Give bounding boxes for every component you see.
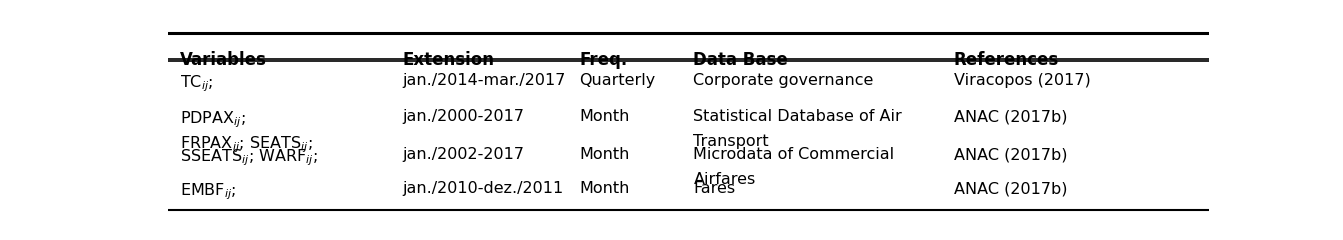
Text: Variables: Variables: [180, 51, 267, 69]
Text: Month: Month: [579, 109, 630, 124]
Text: Fares: Fares: [693, 181, 736, 196]
Text: TC$_{ij}$;: TC$_{ij}$;: [180, 73, 214, 94]
Text: Month: Month: [579, 147, 630, 162]
Text: Microdata of Commercial: Microdata of Commercial: [693, 147, 894, 162]
Text: Corporate governance: Corporate governance: [693, 73, 874, 88]
Text: EMBF$_{ij}$;: EMBF$_{ij}$;: [180, 181, 236, 202]
Text: Viracopos (2017): Viracopos (2017): [954, 73, 1091, 88]
Text: jan./2014-mar./2017: jan./2014-mar./2017: [402, 73, 565, 88]
Text: Extension: Extension: [402, 51, 494, 69]
Text: jan./2010-dez./2011: jan./2010-dez./2011: [402, 181, 563, 196]
Text: SSEATS$_{ij}$; WARF$_{ij}$;: SSEATS$_{ij}$; WARF$_{ij}$;: [180, 147, 318, 168]
Text: Month: Month: [579, 181, 630, 196]
Text: FRPAX$_{ij}$; SEATS$_{ij}$;: FRPAX$_{ij}$; SEATS$_{ij}$;: [180, 134, 313, 155]
Text: Transport: Transport: [693, 134, 770, 149]
Text: References: References: [954, 51, 1058, 69]
Text: ANAC (2017b): ANAC (2017b): [954, 147, 1068, 162]
Text: Freq.: Freq.: [579, 51, 627, 69]
Text: Airfares: Airfares: [693, 172, 756, 187]
Text: Data Base: Data Base: [693, 51, 788, 69]
Text: Quarterly: Quarterly: [579, 73, 655, 88]
Text: jan./2002-2017: jan./2002-2017: [402, 147, 524, 162]
Text: ANAC (2017b): ANAC (2017b): [954, 181, 1068, 196]
Text: Statistical Database of Air: Statistical Database of Air: [693, 109, 902, 124]
Text: jan./2000-2017: jan./2000-2017: [402, 109, 524, 124]
Text: PDPAX$_{ij}$;: PDPAX$_{ij}$;: [180, 109, 246, 130]
Text: ANAC (2017b): ANAC (2017b): [954, 109, 1068, 124]
